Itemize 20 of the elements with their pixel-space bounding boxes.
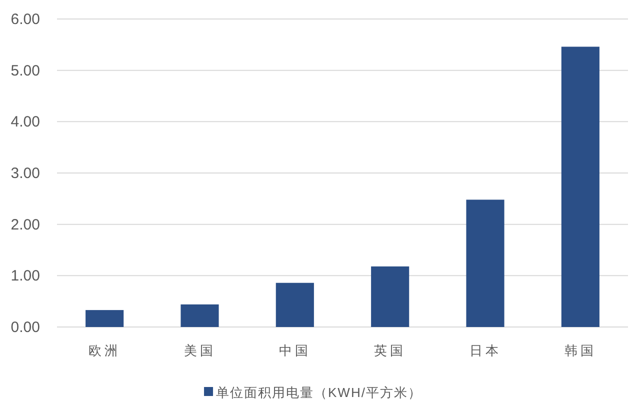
y-tick-label: 1.00 xyxy=(10,268,40,285)
y-tick-label: 2.00 xyxy=(10,216,40,234)
y-tick-label: 3.00 xyxy=(10,165,40,182)
legend-label: 单位面积用电量（KWH/平方米） xyxy=(216,385,422,400)
y-tick-label: 5.00 xyxy=(10,62,40,80)
y-tick-label: 4.00 xyxy=(10,114,40,131)
x-tick-label: 美国 xyxy=(184,343,216,358)
bar xyxy=(180,304,219,327)
bar xyxy=(276,282,314,327)
y-tick-label: 6.00 xyxy=(10,11,40,28)
x-tick-label: 日本 xyxy=(469,343,502,358)
y-tick-label: 0.00 xyxy=(10,319,40,336)
x-tick-label: 英国 xyxy=(374,343,406,358)
bar xyxy=(561,46,600,327)
x-tick-label: 欧洲 xyxy=(88,343,121,358)
x-tick-label: 中国 xyxy=(278,343,311,358)
x-tick-label: 韩国 xyxy=(564,343,596,358)
bar xyxy=(371,266,410,327)
bar xyxy=(86,310,124,327)
bar xyxy=(466,200,504,327)
